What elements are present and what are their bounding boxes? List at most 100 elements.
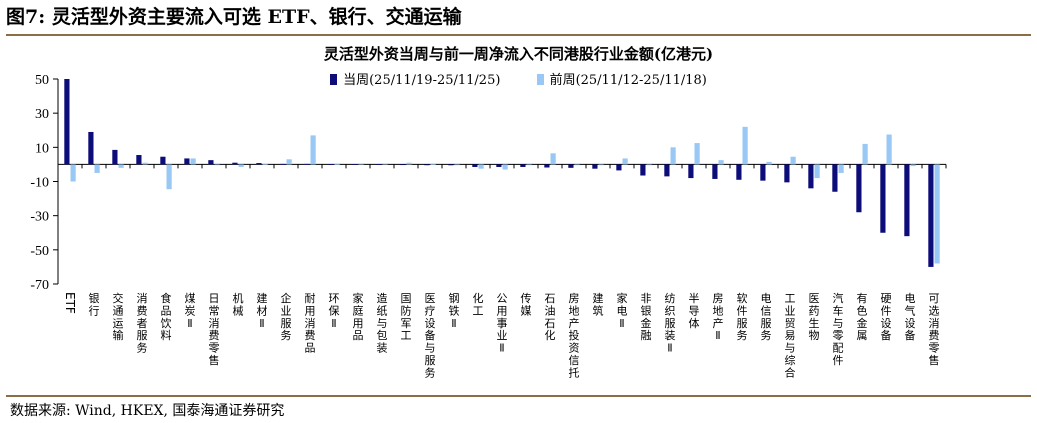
bar-previous (238, 164, 244, 167)
bar-previous (406, 162, 412, 165)
y-tick-label: -30 (30, 210, 49, 225)
source-note: 数据来源: Wind, HKEX, 国泰海通证券研究 (10, 403, 285, 419)
x-category-label: 家庭用品 (353, 291, 364, 342)
bar-previous (142, 162, 148, 165)
bar-current (472, 164, 478, 167)
y-tick-label: -70 (30, 278, 49, 293)
x-category-label: 建材 Ⅱ (257, 291, 268, 330)
bar-current (664, 164, 670, 177)
bar-current (784, 164, 790, 183)
bar-current (880, 164, 886, 233)
x-category-label: 医药生物 (809, 292, 820, 342)
x-category-label: 钢铁 Ⅱ (449, 292, 460, 330)
bar-current (232, 162, 238, 165)
bar-current (928, 164, 934, 267)
x-category-label: 非银金融 (641, 292, 652, 342)
chart-title: 灵活型外资当周与前一周净流入不同港股行业金额(亿港元) (323, 45, 714, 63)
x-category-label: 机械 (233, 291, 244, 317)
legend-item-previous: 前周(25/11/12-25/11/18) (536, 69, 707, 88)
bar-current (424, 164, 430, 166)
bar-current (88, 131, 94, 165)
bar-previous (574, 164, 580, 166)
bar-previous (118, 164, 124, 168)
bar-previous (478, 164, 484, 169)
y-tick-label: 50 (35, 73, 49, 88)
bar-current (856, 164, 862, 213)
bar-previous (886, 134, 892, 165)
bar-previous (94, 164, 100, 173)
x-category-label: 家电 Ⅱ (617, 291, 628, 330)
bar-previous (910, 164, 916, 167)
x-category-label: 消费者服务 (137, 291, 148, 355)
y-tick-label: 30 (35, 107, 49, 122)
bar-current (832, 164, 838, 192)
x-category-label: 食品饮料 (161, 291, 172, 342)
bottom-rule (6, 395, 1031, 397)
x-category-label: ETF (63, 292, 77, 314)
x-category-label: 化工 (473, 291, 484, 317)
bar-current (520, 164, 526, 167)
bar-current (136, 155, 142, 165)
x-category-label: 房地产 Ⅱ (713, 292, 724, 342)
bar-current (328, 164, 334, 165)
y-tick-label: 10 (35, 141, 49, 156)
legend-label-current: 当周(25/11/19-25/11/25) (343, 73, 501, 88)
y-tick-label: -10 (30, 176, 49, 191)
bar-current (616, 164, 622, 171)
x-category-label: 环保 Ⅱ (329, 292, 340, 330)
bar-previous (718, 160, 724, 165)
x-category-label: 医疗设备与服务 (425, 292, 436, 379)
bar-previous (430, 163, 436, 165)
bar-current (280, 163, 286, 165)
bar-previous (646, 164, 652, 166)
bar-current (400, 164, 406, 166)
bar-previous (214, 164, 220, 166)
x-category-label: 房地产投资信托 (569, 292, 580, 379)
x-category-label: 石油石化 (545, 292, 556, 342)
bar-current (184, 158, 190, 165)
chart-legend: 当周(25/11/19-25/11/25) 前周(25/11/12-25/11/… (0, 69, 1037, 88)
bar-current (736, 164, 742, 180)
bar-previous (190, 158, 196, 165)
bar-previous (598, 164, 604, 166)
bar-current (496, 164, 502, 167)
bar-previous (70, 164, 76, 182)
x-category-label: 可选消费零售 (929, 292, 940, 367)
x-category-label: 纺织服装 Ⅱ (665, 291, 676, 355)
bar-current (256, 163, 262, 165)
bar-current (304, 163, 310, 165)
bar-previous (694, 143, 700, 165)
bar-previous (454, 164, 460, 166)
figure-title: 图7: 灵活型外资主要流入可选 ETF、银行、交通运输 (6, 6, 462, 28)
bar-previous (766, 161, 772, 165)
top-rule (6, 34, 1031, 36)
x-category-label: 软件服务 (737, 291, 748, 342)
legend-label-previous: 前周(25/11/12-25/11/18) (549, 73, 707, 88)
bar-current (544, 164, 550, 168)
x-category-label: 日常消费零售 (209, 292, 220, 367)
bar-previous (934, 164, 940, 264)
bar-previous (382, 163, 388, 165)
bar-previous (790, 156, 796, 165)
bar-previous (166, 164, 172, 190)
bar-previous (862, 143, 868, 165)
bar-previous (526, 164, 532, 166)
bar-current (376, 164, 382, 165)
bar-current (208, 160, 214, 165)
x-category-label: 半导体 (689, 291, 700, 330)
bar-previous (310, 135, 316, 165)
bar-current (448, 164, 454, 166)
bar-previous (622, 158, 628, 165)
legend-swatch-previous (536, 74, 544, 85)
bar-current (592, 164, 598, 169)
x-category-label: 公用事业 Ⅱ (497, 292, 508, 355)
bar-current (712, 164, 718, 179)
x-category-label: 建筑 (593, 291, 604, 317)
x-category-label: 电信服务 (761, 292, 772, 342)
bar-current (640, 164, 646, 176)
bar-previous (358, 163, 364, 165)
bar-previous (742, 126, 748, 165)
legend-swatch-current (330, 74, 338, 85)
bar-current (64, 79, 70, 165)
